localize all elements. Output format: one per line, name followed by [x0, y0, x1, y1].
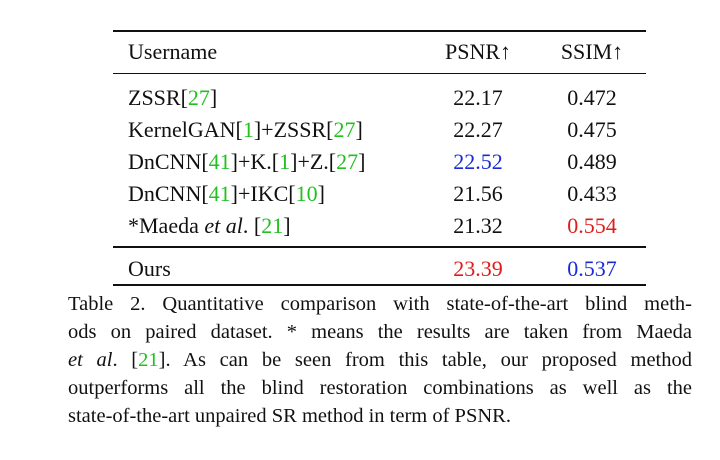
citation-link[interactable]: 41 [208, 181, 231, 206]
citation-link[interactable]: 27 [333, 117, 356, 142]
table-caption: Table 2. Quantitative comparison with st… [68, 290, 692, 430]
method-cell: ZSSR[27] [128, 83, 217, 113]
text-segment: state-of-the-art unpaired SR method in t… [68, 405, 511, 427]
text-segment: ]+ZSSR[ [253, 117, 334, 142]
ssim-cell: 0.489 [567, 149, 617, 174]
text-segment: ods on paired dataset. * means the resul… [68, 321, 692, 343]
psnr-cell: 22.27 [453, 117, 503, 142]
citation-link[interactable]: 27 [187, 85, 210, 110]
psnr-cell: 22.17 [453, 85, 503, 110]
text-segment: Table 2. Quantitative comparison with st… [68, 293, 692, 315]
table-row: DnCNN[41]+IKC[10] 21.56 0.433 [113, 179, 646, 209]
method-cell: DnCNN[41]+IKC[10] [128, 179, 325, 209]
table-row: DnCNN[41]+K.[1]+Z.[27] 22.52 0.489 [113, 147, 646, 177]
caption-line: state-of-the-art unpaired SR method in t… [68, 402, 692, 430]
text-segment: ] [355, 117, 363, 142]
text-segment: . [ [242, 213, 262, 238]
method-cell: DnCNN[41]+K.[1]+Z.[27] [128, 147, 365, 177]
header-method: Username [128, 39, 218, 64]
italic-text: et al [68, 349, 113, 371]
citation-link[interactable]: 21 [261, 213, 284, 238]
table-row: KernelGAN[1]+ZSSR[27] 22.27 0.475 [113, 115, 646, 145]
text-segment: outperforms all the blind restoration co… [68, 377, 692, 399]
citation-link[interactable]: 10 [295, 181, 318, 206]
caption-line: et al. [21]. As can be seen from this ta… [68, 346, 692, 374]
text-segment: DnCNN[ [128, 181, 209, 206]
ssim-cell: 0.537 [567, 256, 617, 281]
ssim-cell: 0.433 [567, 181, 617, 206]
table-row-ours: Ours 23.39 0.537 [113, 254, 646, 284]
method-cell: KernelGAN[1]+ZSSR[27] [128, 115, 363, 145]
table-row: ZSSR[27] 22.17 0.472 [113, 83, 646, 113]
ssim-cell: 0.554 [567, 213, 617, 238]
text-segment: ] [358, 149, 366, 174]
ssim-cell: 0.475 [567, 117, 617, 142]
text-segment: ] [317, 181, 325, 206]
caption-line: Table 2. Quantitative comparison with st… [68, 290, 692, 318]
table-header-row: Username PSNR↑ SSIM↑ [113, 37, 646, 67]
table-mid-rule [113, 246, 646, 248]
header-psnr: PSNR↑ [444, 39, 512, 64]
psnr-cell: 22.52 [453, 149, 503, 174]
text-segment: *Maeda [128, 213, 205, 238]
table-bottom-rule [113, 284, 646, 286]
text-segment: ]. As can be seen from this table, our p… [158, 349, 693, 371]
ssim-cell: 0.472 [567, 85, 617, 110]
text-segment: . [ [112, 349, 139, 371]
table-row: *Maeda et al. [21] 21.32 0.554 [113, 211, 646, 241]
text-segment: KernelGAN[ [128, 117, 243, 142]
italic-text: et al [204, 213, 243, 238]
text-segment: ZSSR[ [128, 85, 188, 110]
caption-line: ods on paired dataset. * means the resul… [68, 318, 692, 346]
table-top-rule [113, 30, 646, 32]
table-header-rule [113, 73, 646, 74]
text-segment: ] [209, 85, 218, 110]
method-cell: *Maeda et al. [21] [128, 211, 291, 241]
citation-link[interactable]: 1 [242, 117, 254, 142]
method-cell: Ours [128, 256, 171, 281]
psnr-cell: 23.39 [453, 256, 503, 281]
citation-link[interactable]: 1 [279, 149, 291, 174]
citation-link[interactable]: 21 [138, 349, 159, 371]
text-segment: ]+IKC[ [230, 181, 296, 206]
text-segment: DnCNN[ [128, 149, 209, 174]
caption-line: outperforms all the blind restoration co… [68, 374, 692, 402]
text-segment: ]+Z.[ [290, 149, 337, 174]
text-segment: ]+K.[ [230, 149, 280, 174]
psnr-cell: 21.32 [453, 213, 503, 238]
text-segment: ] [283, 213, 291, 238]
psnr-cell: 21.56 [453, 181, 503, 206]
citation-link[interactable]: 41 [208, 149, 231, 174]
citation-link[interactable]: 27 [336, 149, 359, 174]
header-ssim: SSIM↑ [560, 39, 624, 64]
